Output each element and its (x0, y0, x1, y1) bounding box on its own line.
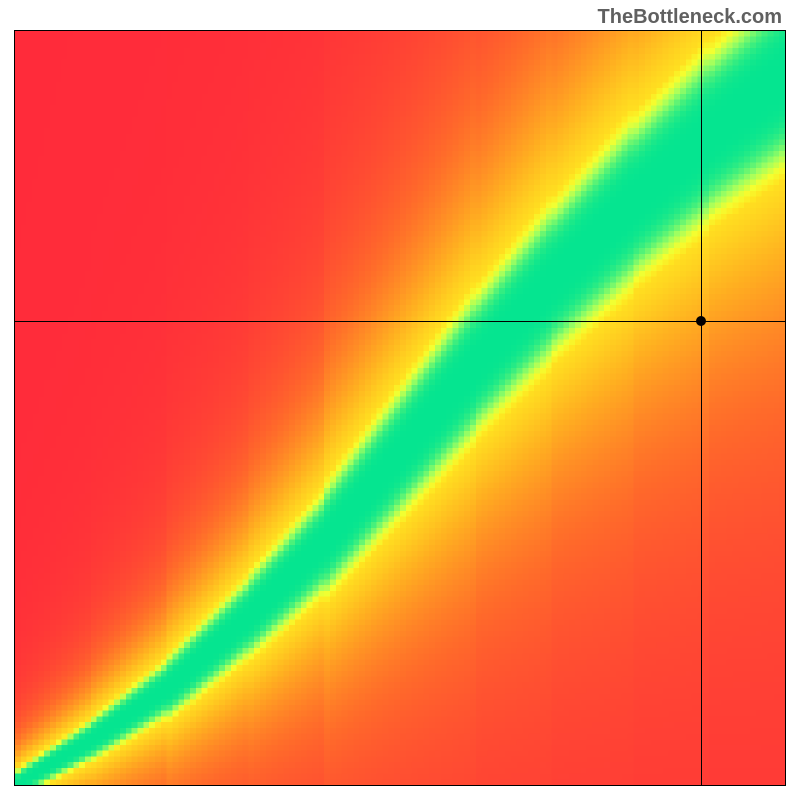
crosshair-horizontal (15, 321, 785, 322)
crosshair-vertical (701, 31, 702, 785)
heatmap-canvas (15, 31, 785, 785)
attribution-text: TheBottleneck.com (598, 6, 782, 29)
crosshair-marker[interactable] (696, 316, 706, 326)
bottleneck-heatmap (14, 30, 786, 786)
